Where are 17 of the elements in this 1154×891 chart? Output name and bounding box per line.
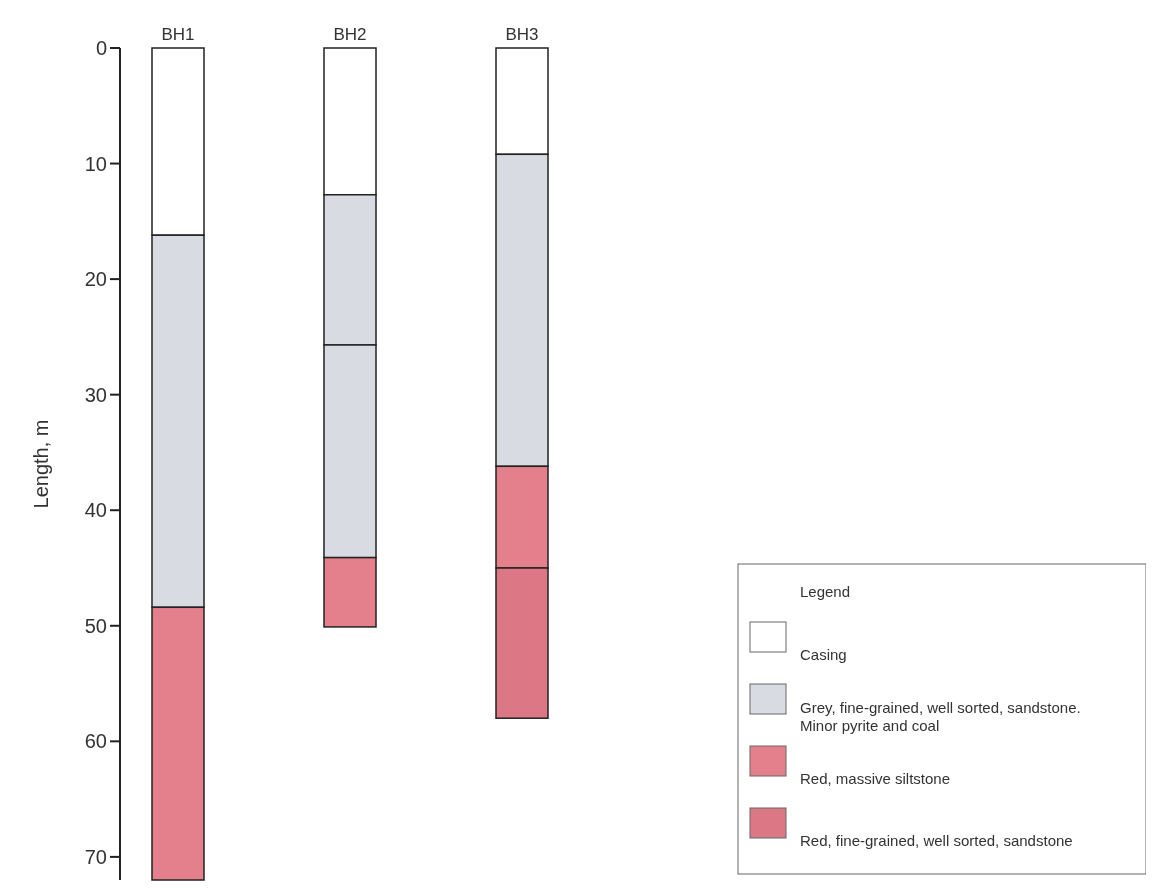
y-tick-label: 20 [84,268,107,291]
x-tick-label: BH3 [505,25,539,44]
y-tick-label: 70 [84,845,107,868]
y-tick-label: 40 [84,499,107,522]
y-tick-label: 60 [84,730,107,753]
y-tick-label: 0 [95,37,107,59]
x-tick-label: BH2 [333,25,367,44]
y-tick-label: 10 [84,152,107,175]
y-tick-label: 30 [84,383,107,406]
y-axis-title: Length, m [30,419,52,509]
legend-title: Legend [800,583,851,600]
text: Red, fine-grained, well sorted, sandstone [800,832,1073,849]
y-tick-label: 50 [84,614,107,637]
text: Casing [800,646,847,663]
legend-label: Grey, fine-grained, well sorted, sandstone. Minor pyrite and coal [800,699,1081,734]
text: Red, massive siltstone [800,770,951,787]
x-tick-label: BH1 [161,25,195,44]
